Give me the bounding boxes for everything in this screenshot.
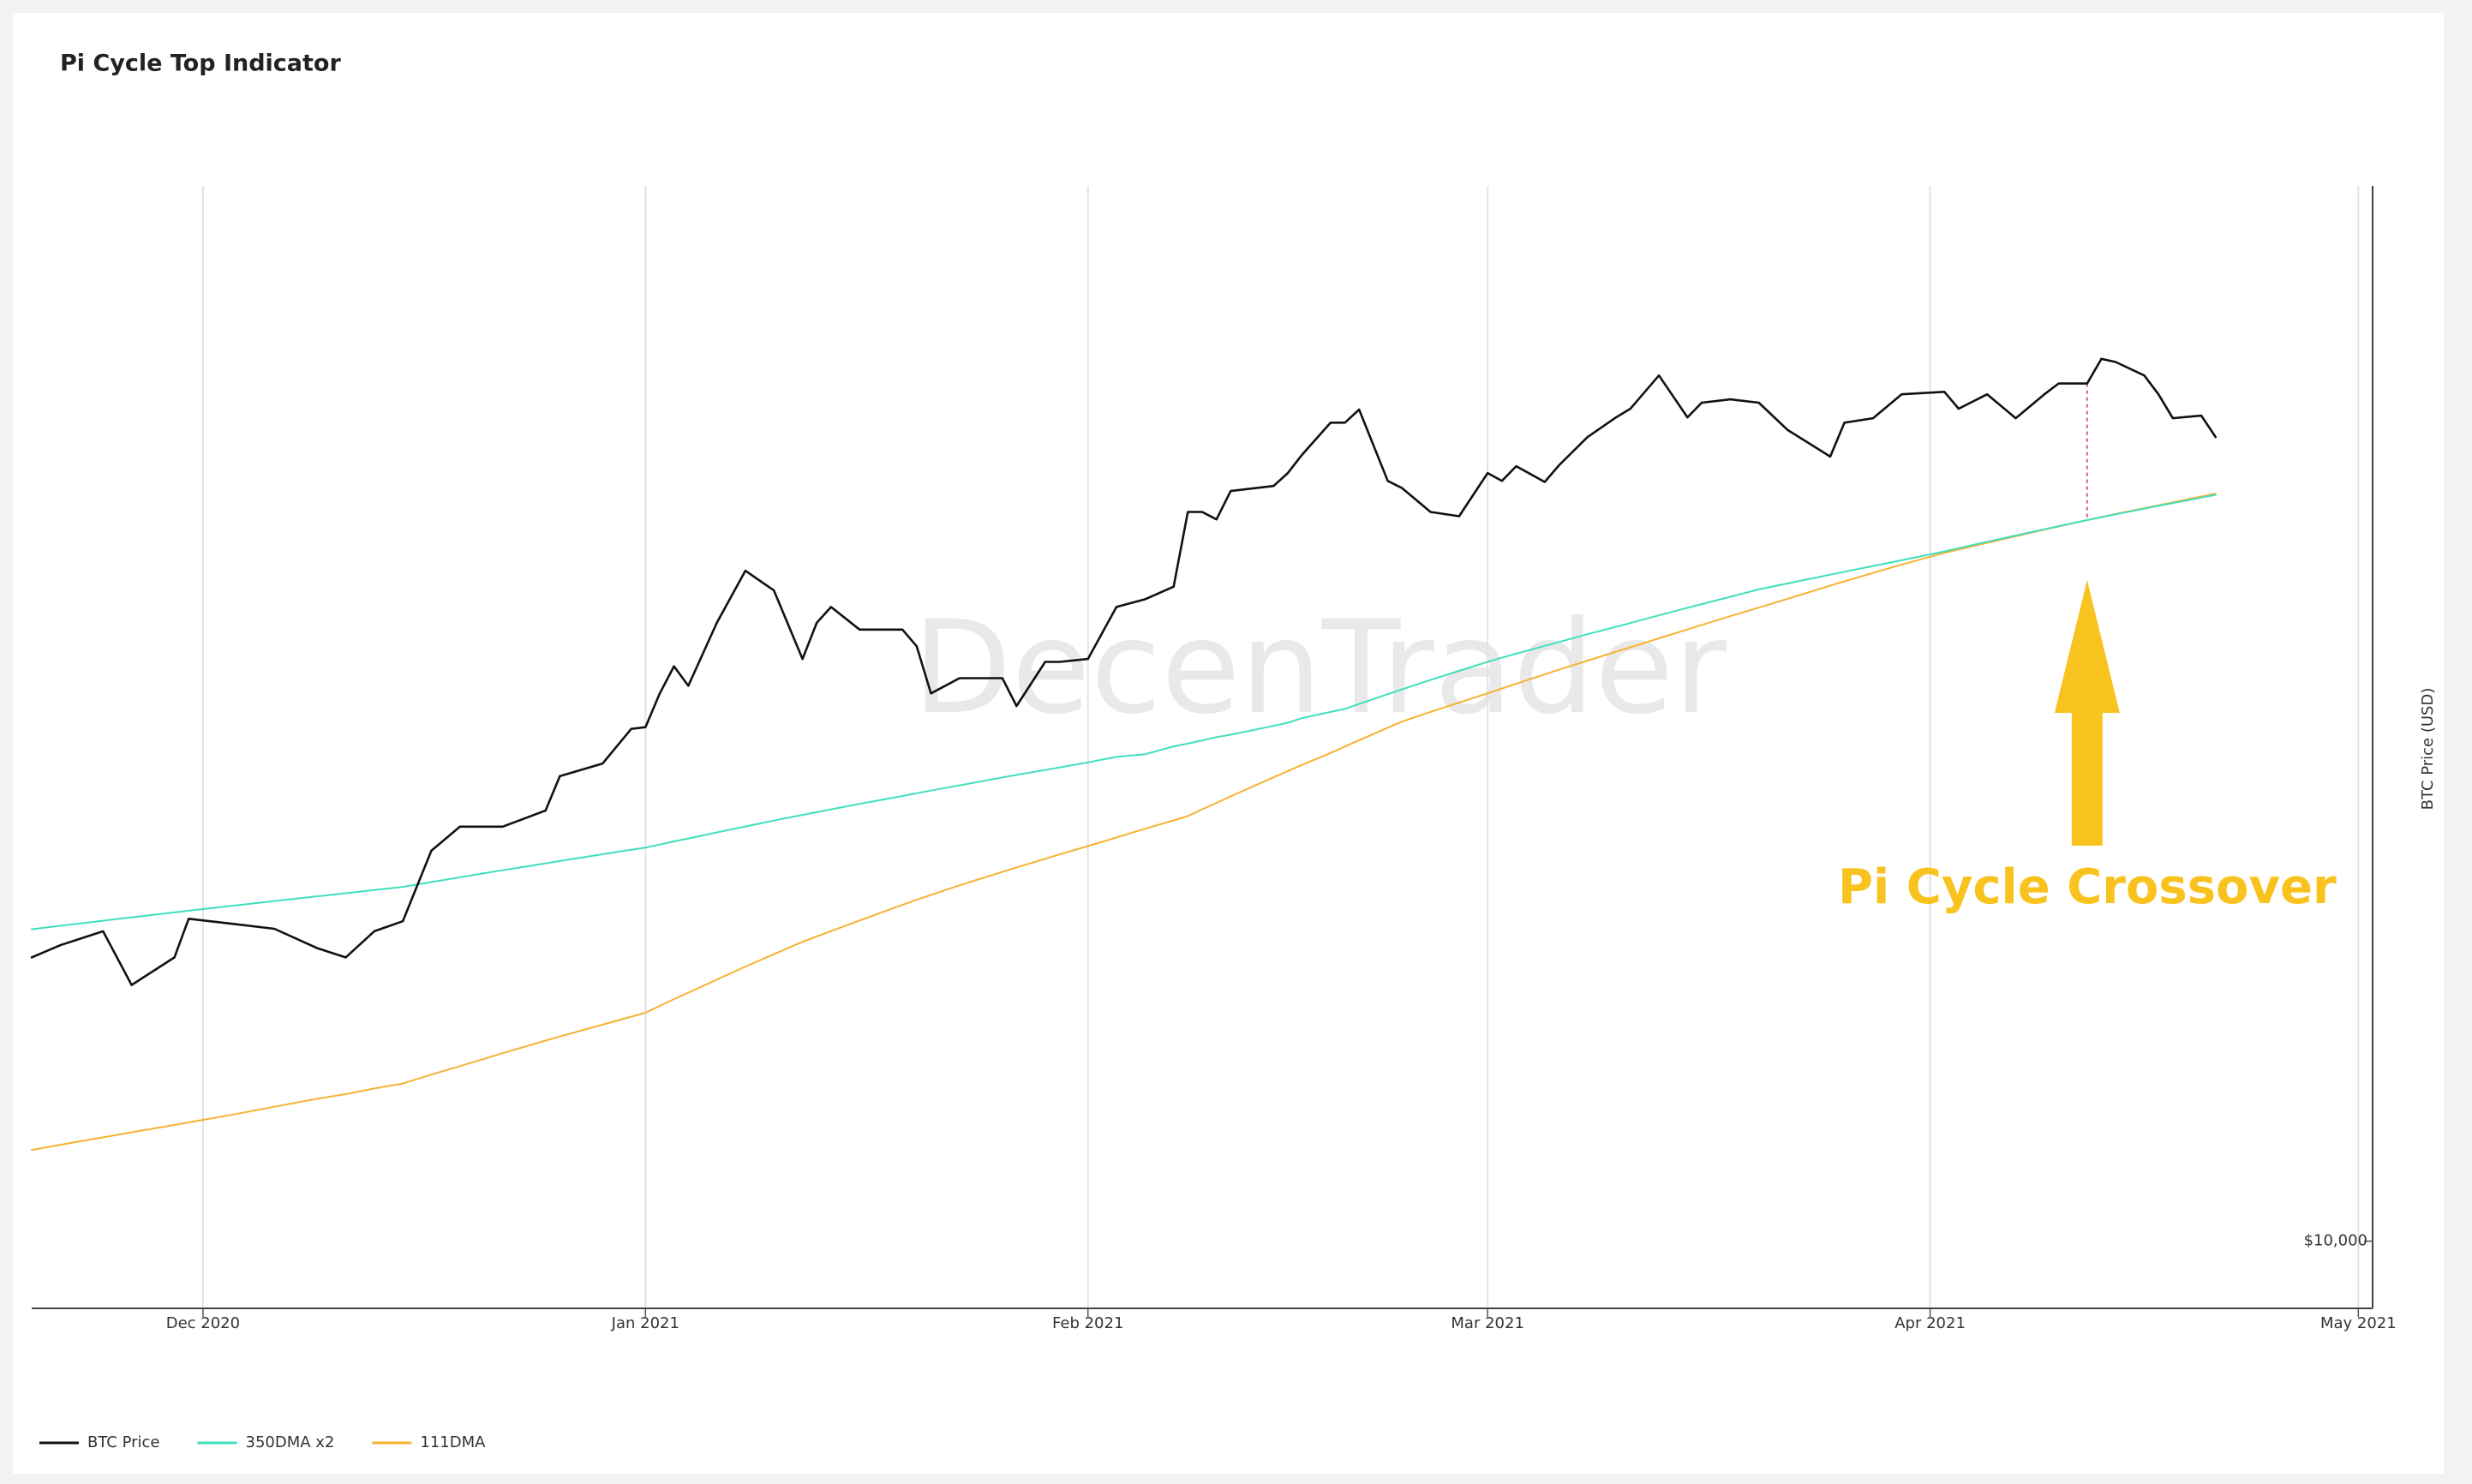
watermark: DecenTrader: [913, 594, 1727, 743]
legend-label: 111DMA: [420, 1433, 486, 1451]
series-line: [31, 493, 2217, 1152]
chart-title: Pi Cycle Top Indicator: [60, 51, 341, 77]
y-tick-label: $10,000: [2304, 1232, 2367, 1250]
series-line: [30, 357, 2218, 986]
y-axis-label: BTC Price (USD): [2419, 688, 2437, 811]
x-tick-label: Dec 2020: [166, 1314, 240, 1332]
x-tick-label: Feb 2021: [1052, 1314, 1123, 1332]
legend-label: 350DMA x2: [246, 1433, 335, 1451]
x-tick-label: Mar 2021: [1451, 1314, 1524, 1332]
x-tick-label: Apr 2021: [1894, 1314, 1966, 1332]
annotation-text: Pi Cycle Crossover: [1838, 859, 2337, 915]
legend-label: BTC Price: [87, 1433, 160, 1451]
arrow: [2054, 579, 2120, 846]
card: [13, 13, 2444, 1474]
x-tick-label: May 2021: [2320, 1314, 2397, 1332]
x-tick-label: Jan 2021: [611, 1314, 679, 1332]
series-line: [31, 494, 2217, 930]
